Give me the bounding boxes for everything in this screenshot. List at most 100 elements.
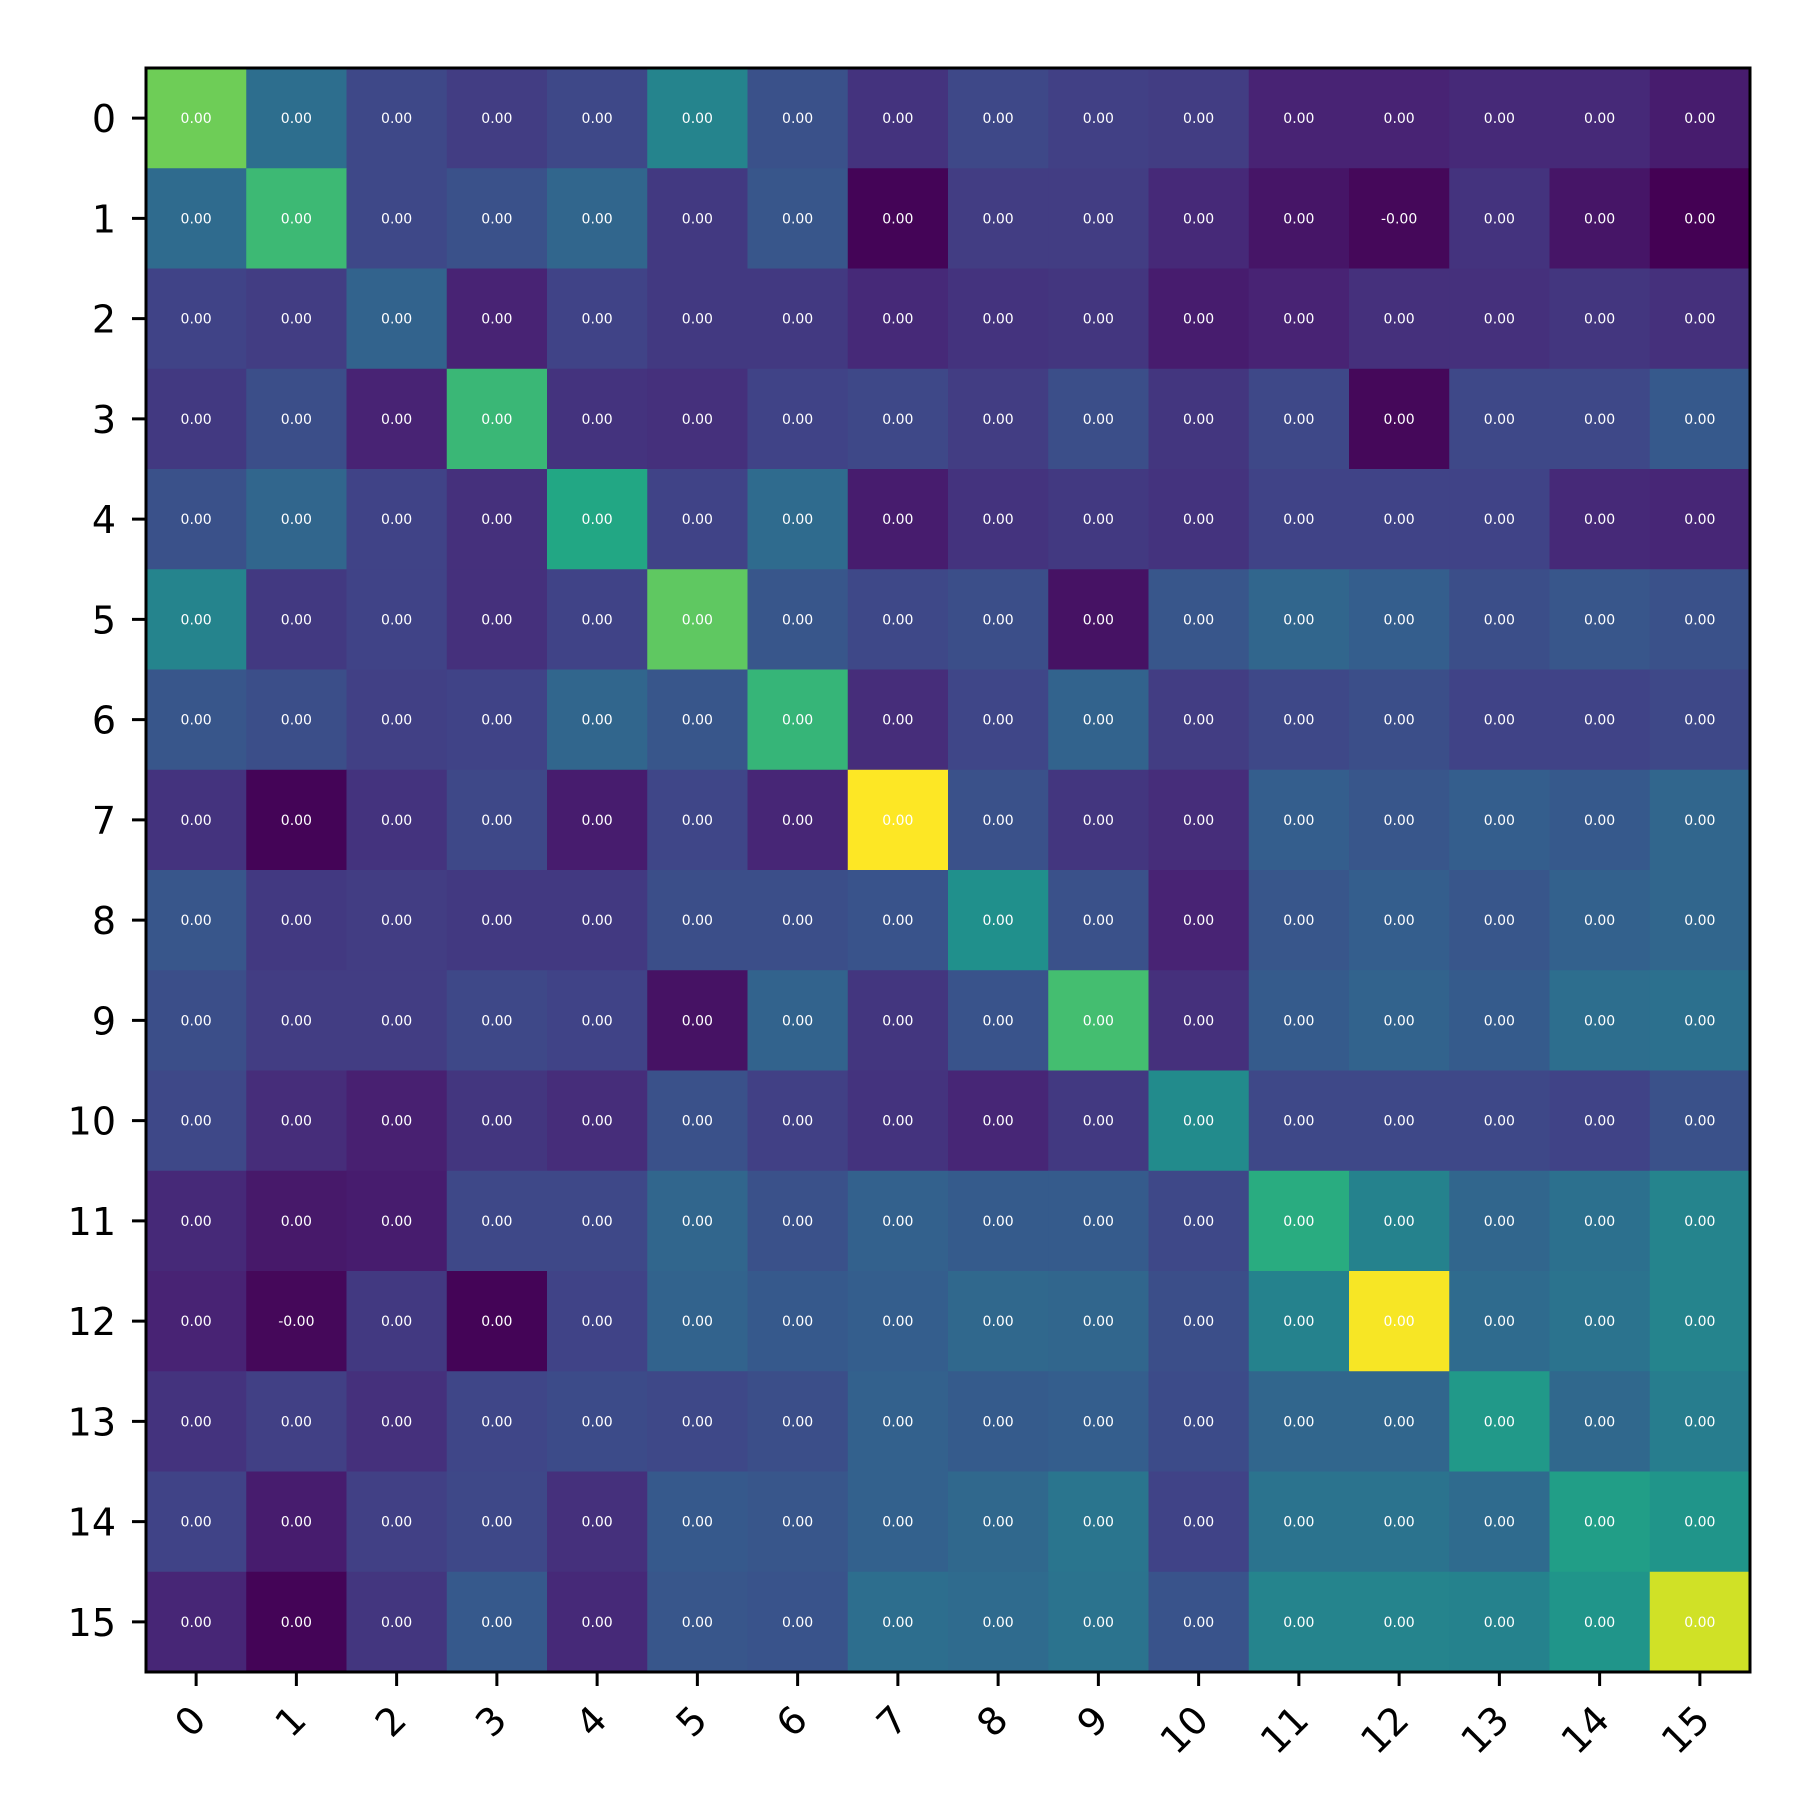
- cell-value-label: 0.00: [481, 412, 512, 428]
- cell-value-label: 0.00: [381, 1615, 412, 1631]
- x-tick-label: 0: [166, 1697, 214, 1745]
- heatmap-cell: [547, 970, 648, 1072]
- heatmap-cell: [747, 368, 849, 470]
- heatmap-cell: [1048, 68, 1150, 169]
- cell-value-label: 0.00: [281, 713, 312, 729]
- heatmap-cell: [1449, 569, 1551, 671]
- heatmap-cell: [146, 268, 247, 370]
- heatmap-cell: [547, 469, 648, 570]
- cell-value-label: 0.00: [782, 412, 813, 428]
- cell-value-label: 0.00: [1183, 211, 1214, 227]
- heatmap-cell: [747, 1571, 849, 1673]
- y-tick-label: 1: [92, 197, 116, 241]
- cell-value-label: 0.00: [481, 512, 512, 528]
- cell-value-label: 0.00: [1384, 612, 1415, 628]
- cell-value-label: 0.00: [582, 813, 613, 829]
- cell-value-label: 0.00: [1083, 1214, 1114, 1230]
- cell-value-label: 0.00: [1484, 1013, 1515, 1029]
- heatmap-cell: [1649, 569, 1751, 671]
- cell-value-label: 0.00: [181, 913, 212, 929]
- heatmap-cell: [1349, 1471, 1450, 1573]
- heatmap-cell: [146, 1170, 247, 1272]
- heatmap-cell: [647, 1471, 749, 1573]
- cell-value-label: 0.00: [782, 713, 813, 729]
- heatmap-cell: [246, 1371, 348, 1473]
- cell-value-label: 0.00: [1684, 111, 1715, 127]
- heatmap-cell: [346, 469, 448, 570]
- heatmap-cell: [146, 1371, 247, 1473]
- cell-value-label: 0.00: [782, 1214, 813, 1230]
- heatmap-cell: [847, 1170, 949, 1272]
- cell-value-label: 0.00: [1083, 1414, 1114, 1430]
- heatmap-cell: [246, 168, 348, 270]
- heatmap-cell: [446, 769, 548, 871]
- heatmap-cell: [647, 1070, 749, 1172]
- cell-value-label: 0.00: [1584, 412, 1615, 428]
- heatmap-cell: [1549, 669, 1651, 771]
- cell-value-label: 0.00: [1484, 111, 1515, 127]
- x-tick-label: 13: [1452, 1697, 1517, 1762]
- heatmap-cell: [1148, 569, 1250, 671]
- heatmap-cell: [948, 1271, 1049, 1372]
- cell-value-label: 0.00: [181, 1414, 212, 1430]
- heatmap-cell: [1349, 268, 1450, 370]
- heatmap-cell: [847, 769, 949, 871]
- heatmap-cell: [1248, 1271, 1350, 1372]
- cell-value-label: 0.00: [1283, 1114, 1314, 1130]
- x-tick-label: 4: [567, 1697, 615, 1745]
- heatmap-cell: [1248, 970, 1350, 1072]
- heatmap-cell: [1449, 1070, 1551, 1172]
- cell-value-label: 0.00: [983, 1414, 1014, 1430]
- heatmap-cell: [1349, 870, 1450, 971]
- x-tick-label: 15: [1653, 1697, 1718, 1762]
- cell-value-label: 0.00: [882, 713, 913, 729]
- cell-value-label: 0.00: [1584, 1615, 1615, 1631]
- heatmap-cell: [1148, 469, 1250, 570]
- heatmap-cell: [246, 870, 348, 971]
- heatmap-cell: [847, 870, 949, 971]
- heatmap-cell: [1048, 1070, 1150, 1172]
- x-tick-label: 8: [968, 1697, 1016, 1745]
- x-tick-label: 5: [668, 1697, 716, 1745]
- heatmap-cell: [246, 569, 348, 671]
- x-tick-label: 12: [1352, 1697, 1417, 1762]
- cell-value-label: 0.00: [181, 1013, 212, 1029]
- cell-value-label: 0.00: [281, 412, 312, 428]
- heatmap-cell: [948, 1070, 1049, 1172]
- heatmap-cell: [547, 1070, 648, 1172]
- cell-value-label: 0.00: [782, 211, 813, 227]
- heatmap-cell: [446, 1070, 548, 1172]
- heatmap-cell: [1248, 1070, 1350, 1172]
- cell-value-label: 0.00: [381, 1515, 412, 1531]
- cell-value-label: 0.00: [1083, 713, 1114, 729]
- cell-value-label: 0.00: [281, 312, 312, 328]
- cell-value-label: 0.00: [983, 111, 1014, 127]
- heatmap-cell: [1148, 268, 1250, 370]
- heatmap-cell: [1549, 68, 1651, 169]
- heatmap-cell: [547, 1571, 648, 1673]
- cell-value-label: 0.00: [381, 111, 412, 127]
- cell-value-label: 0.00: [381, 612, 412, 628]
- cell-value-label: 0.00: [481, 1414, 512, 1430]
- cell-value-label: 0.00: [1384, 1414, 1415, 1430]
- heatmap-cell: [1449, 769, 1551, 871]
- cell-value-label: 0.00: [481, 1214, 512, 1230]
- heatmap-cell: [1649, 268, 1751, 370]
- cell-value-label: 0.00: [1584, 1114, 1615, 1130]
- heatmap-cell: [1449, 1371, 1551, 1473]
- cell-value-label: 0.00: [882, 813, 913, 829]
- heatmap-cell: [346, 1571, 448, 1673]
- heatmap-cell: [446, 68, 548, 169]
- heatmap-cell: [1549, 1371, 1651, 1473]
- cell-value-label: 0.00: [1384, 913, 1415, 929]
- heatmap-cell: [446, 970, 548, 1072]
- cell-value-label: 0.00: [582, 512, 613, 528]
- cell-value-label: 0.00: [1083, 412, 1114, 428]
- heatmap-cell: [647, 268, 749, 370]
- cell-value-label: 0.00: [882, 1615, 913, 1631]
- y-tick-label: 12: [68, 1300, 116, 1344]
- heatmap-cell: [747, 669, 849, 771]
- cell-value-label: 0.00: [181, 412, 212, 428]
- cell-value-label: 0.00: [1484, 1515, 1515, 1531]
- cell-value-label: 0.00: [381, 913, 412, 929]
